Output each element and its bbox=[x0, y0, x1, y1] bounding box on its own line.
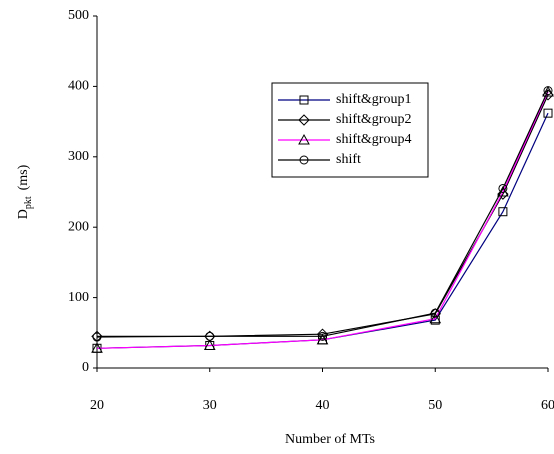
x-tick-label: 30 bbox=[203, 398, 217, 413]
legend-label: shift&group1 bbox=[336, 92, 411, 107]
marker bbox=[205, 331, 215, 341]
marker bbox=[299, 155, 309, 165]
marker bbox=[316, 328, 329, 340]
marker bbox=[498, 207, 508, 217]
marker bbox=[542, 86, 554, 97]
marker bbox=[543, 86, 553, 96]
y-label-sub: pkt bbox=[23, 196, 34, 209]
y-axis-label: Dpkt (ms) bbox=[16, 164, 34, 219]
y-tick-label: 400 bbox=[68, 79, 89, 94]
marker bbox=[299, 95, 309, 105]
x-tick-label: 50 bbox=[428, 398, 442, 413]
marker bbox=[543, 108, 553, 118]
y-label-unit: (ms) bbox=[16, 164, 31, 190]
y-tick-label: 0 bbox=[82, 360, 89, 375]
legend-label: shift bbox=[336, 152, 361, 167]
legend-label: shift&group2 bbox=[336, 112, 411, 127]
legend-label: shift&group4 bbox=[336, 132, 411, 147]
marker bbox=[203, 339, 216, 350]
y-tick-label: 200 bbox=[68, 219, 89, 234]
y-tick-label: 100 bbox=[68, 290, 89, 305]
marker bbox=[430, 308, 440, 318]
series-line bbox=[96, 90, 549, 338]
y-tick-label: 500 bbox=[68, 8, 89, 23]
marker bbox=[298, 133, 310, 145]
y-label-main: D bbox=[16, 209, 31, 219]
series-line bbox=[96, 91, 549, 349]
marker bbox=[429, 312, 442, 324]
marker bbox=[498, 183, 508, 193]
marker bbox=[298, 114, 310, 126]
x-tick-label: 40 bbox=[316, 398, 330, 413]
x-tick-label: 60 bbox=[541, 398, 554, 413]
marker bbox=[318, 331, 327, 341]
x-tick-label: 20 bbox=[90, 398, 104, 413]
y-tick-label: 300 bbox=[68, 149, 89, 164]
legend-box bbox=[271, 82, 429, 178]
marker bbox=[92, 332, 102, 342]
x-axis-label: Number of MTs bbox=[285, 432, 375, 447]
marker bbox=[91, 342, 103, 353]
